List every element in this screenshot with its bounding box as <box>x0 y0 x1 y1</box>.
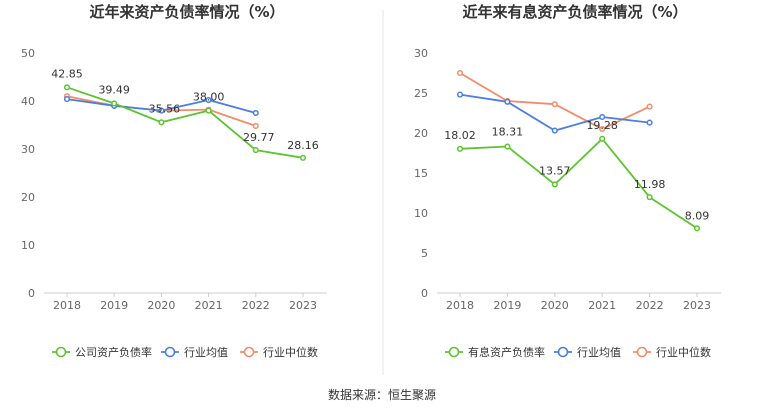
y-tick-label: 20 <box>414 127 428 140</box>
x-tick-label: 2020 <box>541 299 569 312</box>
data-point <box>693 225 701 232</box>
data-point <box>551 101 558 108</box>
data-point <box>252 147 259 154</box>
x-tick-label: 2021 <box>195 299 223 312</box>
legend-item-1[interactable]: 有息资产负债率 <box>445 345 545 359</box>
legend-swatch-marker <box>243 346 255 358</box>
data-label: 35.56 <box>149 102 181 115</box>
y-tick-label: 10 <box>414 207 428 220</box>
legend-item-1[interactable]: 公司资产负债率 <box>52 345 152 359</box>
data-point <box>646 119 653 126</box>
data-label: 29.77 <box>243 131 275 144</box>
legend-swatch-marker <box>55 346 67 358</box>
y-tick-label: 15 <box>414 167 428 180</box>
data-point <box>551 127 558 134</box>
data-label: 8.09 <box>685 209 710 222</box>
y-tick-label: 25 <box>414 87 428 100</box>
legend-swatch-marker <box>636 346 648 358</box>
x-tick-label: 2023 <box>289 299 317 312</box>
data-point <box>299 154 307 161</box>
x-tick-label: 2018 <box>446 299 474 312</box>
data-point <box>646 103 653 110</box>
y-tick-label: 40 <box>21 95 35 108</box>
y-tick-label: 20 <box>21 191 35 204</box>
data-label: 18.31 <box>492 126 524 139</box>
data-point <box>504 98 511 105</box>
legend-swatch-marker <box>448 346 460 358</box>
data-point <box>599 135 606 142</box>
chart-panel-1: 近年来资产负债率情况（%） 0 10 20 30 40 50 2018 2019 2020 2021… <box>21 3 327 359</box>
y-tick-label: 50 <box>21 47 35 60</box>
x-tick-label: 2022 <box>636 299 664 312</box>
x-tick-label: 2021 <box>588 299 616 312</box>
x-tick-label: 2019 <box>493 299 521 312</box>
y-tick-label: 30 <box>414 47 428 60</box>
data-point <box>252 109 259 117</box>
legend-label: 行业中位数 <box>656 345 711 359</box>
legend-label: 公司资产负债率 <box>75 345 152 359</box>
data-point <box>599 125 606 133</box>
data-point <box>456 91 464 98</box>
y-tick-label: 5 <box>421 247 428 260</box>
series-line-3 <box>459 72 650 130</box>
y-tick-label: 10 <box>21 239 35 252</box>
data-point <box>456 69 464 77</box>
data-point <box>252 122 259 130</box>
data-label: 38.00 <box>193 91 225 104</box>
data-label: 28.16 <box>287 139 319 152</box>
data-point <box>551 181 558 188</box>
legend-item-3[interactable]: 行业中位数 <box>240 345 318 359</box>
data-point <box>599 113 606 121</box>
data-label: 13.57 <box>539 164 571 177</box>
chart-title: 近年来有息资产负债率情况（%） <box>462 3 687 21</box>
legend-label: 有息资产负债率 <box>468 345 545 359</box>
data-point <box>111 100 118 107</box>
data-point <box>504 143 511 150</box>
data-label: 19.28 <box>586 119 618 132</box>
legend-item-2[interactable]: 行业均值 <box>161 346 228 359</box>
data-point <box>456 145 464 152</box>
legend-swatch-marker <box>164 346 176 358</box>
data-point <box>205 107 212 114</box>
series-line-1 <box>459 137 698 230</box>
data-point <box>63 96 71 103</box>
data-point <box>63 84 71 91</box>
legend-swatch-marker <box>557 346 569 358</box>
chart-panel-2: 近年来有息资产负债率情况（%） 0 5 10 15 20 25 30 2018 2019 2020 2… <box>414 3 721 359</box>
data-point <box>158 107 165 114</box>
legend-label: 行业中位数 <box>263 345 318 359</box>
chart-title: 近年来资产负债率情况（%） <box>89 3 284 21</box>
data-label: 42.85 <box>51 67 83 80</box>
legend-label: 行业均值 <box>184 346 228 359</box>
data-label: 18.02 <box>444 129 476 142</box>
x-tick-label: 2020 <box>147 299 175 312</box>
source-note: 数据来源：恒生聚源 <box>328 387 436 402</box>
y-tick-label: 0 <box>421 287 428 300</box>
data-label: 39.49 <box>98 83 130 96</box>
data-label: 11.98 <box>634 178 666 191</box>
series-line-1 <box>66 86 304 159</box>
x-tick-label: 2023 <box>683 299 711 312</box>
legend-item-2[interactable]: 行业均值 <box>554 346 621 359</box>
y-tick-label: 30 <box>21 143 35 156</box>
data-point <box>205 96 212 104</box>
x-tick-label: 2022 <box>242 299 270 312</box>
series-line-2 <box>459 93 650 132</box>
y-tick-label: 0 <box>28 287 35 300</box>
data-point <box>158 119 165 126</box>
x-tick-label: 2018 <box>53 299 81 312</box>
legend-item-3[interactable]: 行业中位数 <box>633 345 711 359</box>
legend-label: 行业均值 <box>577 346 621 359</box>
data-point <box>646 194 653 201</box>
x-tick-label: 2019 <box>100 299 128 312</box>
